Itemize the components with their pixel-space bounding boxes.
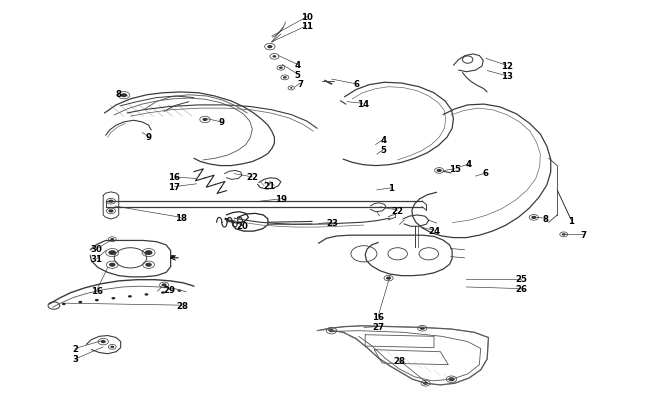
- Text: 15: 15: [448, 165, 461, 174]
- Text: 14: 14: [357, 100, 369, 109]
- Circle shape: [420, 327, 425, 330]
- Text: 20: 20: [236, 222, 248, 230]
- Circle shape: [111, 239, 114, 241]
- Circle shape: [437, 169, 442, 173]
- Circle shape: [145, 251, 153, 256]
- Circle shape: [272, 56, 276, 58]
- Circle shape: [170, 256, 175, 259]
- Circle shape: [128, 295, 132, 298]
- Text: 5: 5: [295, 70, 301, 79]
- Circle shape: [177, 290, 181, 292]
- Circle shape: [121, 94, 127, 98]
- Text: 7: 7: [580, 230, 586, 239]
- Circle shape: [111, 297, 115, 300]
- Text: 28: 28: [394, 356, 406, 365]
- Text: 5: 5: [380, 145, 386, 155]
- Text: 18: 18: [175, 213, 187, 222]
- Circle shape: [202, 119, 207, 122]
- Text: 2: 2: [72, 344, 78, 353]
- Text: 1: 1: [569, 216, 575, 225]
- Text: 23: 23: [327, 218, 339, 227]
- Circle shape: [144, 294, 148, 296]
- Text: 31: 31: [91, 254, 103, 264]
- Text: 6: 6: [483, 169, 489, 178]
- Text: 3: 3: [72, 355, 78, 364]
- Circle shape: [386, 277, 391, 280]
- Text: 27: 27: [372, 322, 384, 331]
- Text: 26: 26: [515, 284, 527, 293]
- Circle shape: [267, 46, 272, 49]
- Text: 22: 22: [246, 173, 258, 182]
- Text: 1: 1: [388, 184, 394, 193]
- Text: 6: 6: [353, 80, 359, 89]
- Text: 4: 4: [294, 61, 301, 70]
- Circle shape: [62, 303, 66, 305]
- Text: 17: 17: [168, 183, 181, 192]
- Circle shape: [161, 292, 165, 294]
- Text: 19: 19: [275, 195, 287, 204]
- Circle shape: [290, 88, 292, 90]
- Circle shape: [109, 210, 114, 213]
- Text: 30: 30: [91, 245, 103, 254]
- Text: 22: 22: [392, 206, 404, 215]
- Circle shape: [79, 301, 83, 303]
- Circle shape: [101, 340, 106, 343]
- Circle shape: [146, 263, 152, 267]
- Text: 16: 16: [372, 312, 384, 321]
- Text: 9: 9: [146, 132, 151, 142]
- Text: 21: 21: [264, 181, 276, 190]
- Text: 16: 16: [168, 173, 181, 182]
- Circle shape: [111, 346, 114, 348]
- Circle shape: [448, 377, 455, 381]
- Circle shape: [109, 200, 114, 203]
- Text: 28: 28: [176, 301, 188, 310]
- Text: 4: 4: [466, 160, 472, 169]
- Circle shape: [279, 67, 283, 70]
- Text: 13: 13: [500, 72, 513, 81]
- Text: 16: 16: [91, 286, 103, 295]
- Circle shape: [162, 284, 167, 287]
- Circle shape: [109, 263, 116, 267]
- Text: 10: 10: [301, 13, 313, 22]
- Text: 9: 9: [218, 118, 224, 127]
- Text: 12: 12: [500, 62, 513, 70]
- Circle shape: [531, 216, 536, 220]
- Text: 24: 24: [428, 226, 440, 235]
- Circle shape: [329, 329, 334, 333]
- Circle shape: [562, 234, 566, 236]
- Circle shape: [423, 382, 428, 385]
- Circle shape: [109, 251, 116, 256]
- Text: 25: 25: [515, 275, 527, 284]
- Text: 8: 8: [543, 214, 549, 223]
- Text: 4: 4: [380, 135, 387, 145]
- Text: 7: 7: [297, 79, 304, 88]
- Text: 29: 29: [163, 285, 176, 294]
- Circle shape: [95, 299, 99, 302]
- Circle shape: [283, 77, 287, 79]
- Text: 11: 11: [301, 22, 313, 31]
- Text: 8: 8: [116, 90, 122, 99]
